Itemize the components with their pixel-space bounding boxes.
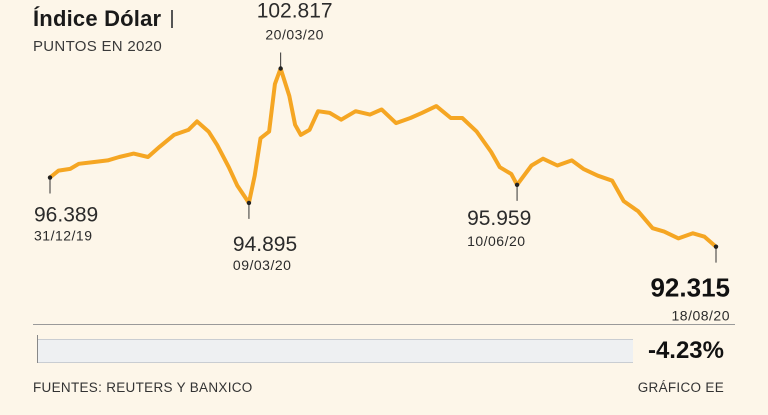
annotation-date-18/08/20: 18/08/20	[672, 308, 731, 324]
divider-line	[33, 324, 735, 325]
annotation-point-20/03/20	[278, 66, 283, 71]
change-value: -4.23%	[647, 337, 724, 364]
annotation-value-18/08/20: 92.315	[650, 273, 730, 303]
annotation-date-31/12/19: 31/12/19	[34, 228, 93, 244]
chart-title: Índice Dólar	[33, 6, 162, 31]
annotation-value-10/06/20: 95.959	[467, 207, 531, 230]
title-separator	[171, 10, 174, 28]
chart-subtitle: PUNTOS EN 2020	[33, 38, 162, 55]
annotation-date-10/06/20: 10/06/20	[467, 233, 526, 249]
annotation-value-31/12/19: 96.389	[34, 204, 98, 227]
graphic-credit: GRÁFICO EE	[637, 380, 724, 395]
annotation-point-31/12/19	[47, 175, 53, 180]
annotation-date-09/03/20: 09/03/20	[233, 257, 292, 273]
annotation-date-20/03/20: 20/03/20	[265, 26, 324, 42]
annotation-point-18/08/20	[713, 244, 719, 249]
source-note: FUENTES: REUTERS Y BANXICO	[33, 380, 253, 395]
annotation-point-10/06/20	[514, 182, 520, 188]
title-block: Índice Dólar	[33, 6, 174, 32]
change-bar-origin-tick	[37, 335, 38, 363]
annotation-point-09/03/20	[246, 200, 252, 206]
series-line	[48, 66, 718, 249]
change-bar-track	[38, 339, 633, 363]
annotation-value-09/03/20: 94.895	[233, 233, 297, 256]
annotation-value-20/03/20: 102.817	[257, 0, 333, 22]
